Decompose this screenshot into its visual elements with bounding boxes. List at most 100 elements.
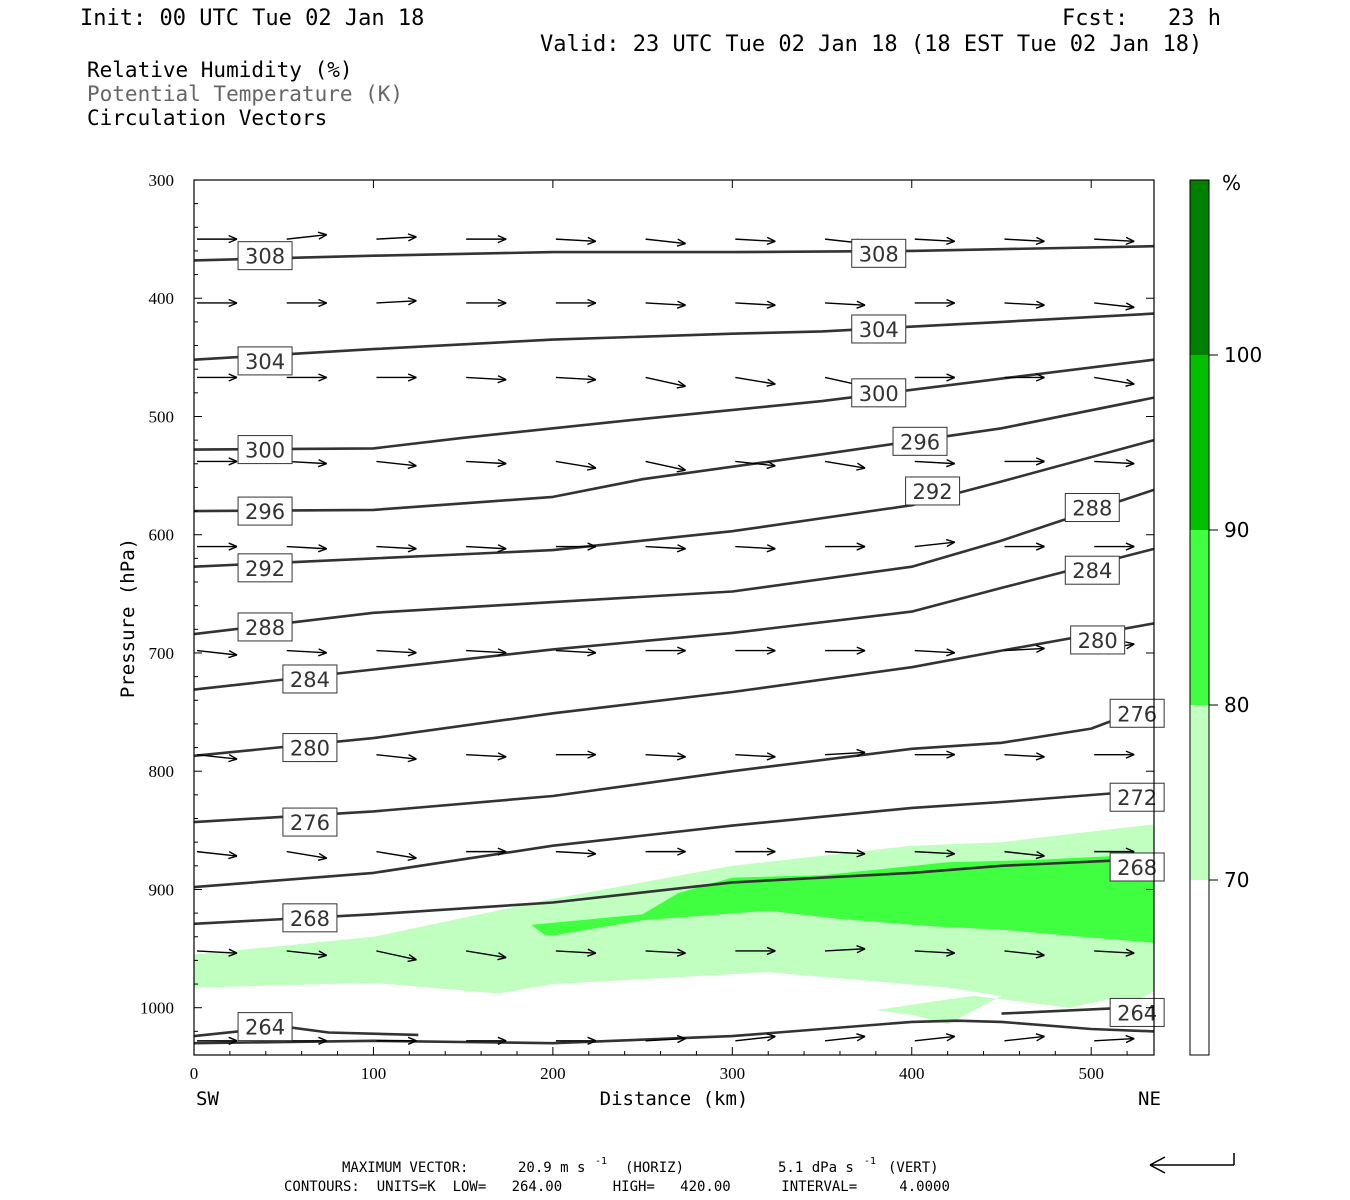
- max-vector-label: MAXIMUM VECTOR:: [342, 1160, 468, 1176]
- theta-contour-264: [194, 1019, 1154, 1045]
- circulation-vector: [1094, 1034, 1135, 1044]
- circulation-vector: [376, 460, 417, 470]
- circulation-vector: [286, 544, 328, 553]
- theta-contour-276: [194, 703, 1154, 824]
- circulation-vector: [197, 298, 238, 308]
- theta-contour-308: [194, 244, 1154, 262]
- circulation-vector: [645, 847, 686, 856]
- circulation-vector: [645, 1034, 686, 1044]
- circulation-vector: [286, 648, 328, 657]
- circulation-vector: [376, 233, 417, 242]
- circulation-vector: [286, 1036, 327, 1045]
- circulation-vector: [645, 948, 686, 957]
- circulation-vector: [466, 375, 507, 384]
- circulation-vector: [466, 298, 507, 308]
- theta-label-304: 304: [851, 314, 907, 344]
- theta-label-308: 308: [237, 241, 293, 271]
- circulation-vector: [197, 373, 238, 382]
- theta-label-text: 292: [245, 557, 285, 581]
- circulation-vector: [376, 544, 417, 553]
- theta-label-288: 288: [237, 612, 293, 642]
- circulation-vector: [914, 1033, 956, 1042]
- colorbar-label-70: 70: [1224, 868, 1249, 892]
- theta-label-292: 292: [905, 476, 961, 506]
- circulation-vector: [286, 298, 327, 308]
- theta-label-text: 288: [245, 616, 285, 640]
- theta-contour-300: [194, 358, 1154, 451]
- y-tick-label: 600: [149, 526, 175, 545]
- circulation-vector: [1004, 236, 1045, 246]
- theta-label-276: 276: [1109, 698, 1165, 728]
- circulation-vector: [1004, 850, 1045, 860]
- circulation-vector: [196, 948, 238, 957]
- circulation-vector: [1004, 644, 1045, 653]
- circulation-vector: [197, 1036, 238, 1045]
- theta-label-text: 284: [1072, 559, 1112, 583]
- contours-info: CONTOURS: UNITS=K LOW= 264.00 HIGH= 420.…: [284, 1179, 950, 1195]
- theta-label-text: 280: [290, 737, 330, 761]
- theta-label-288: 288: [1064, 493, 1120, 523]
- theta-label-268: 268: [282, 903, 338, 933]
- y-tick-label: 700: [149, 644, 175, 663]
- circulation-vector: [376, 1036, 417, 1045]
- circulation-vector: [1094, 236, 1135, 246]
- theta-label-300: 300: [851, 378, 907, 408]
- theta-label-300: 300: [237, 435, 293, 465]
- circulation-vector: [1004, 542, 1045, 551]
- circulation-vector: [914, 298, 956, 308]
- field-rh-label: Relative Humidity (%): [87, 58, 353, 82]
- circulation-vector: [914, 373, 956, 382]
- circulation-vector: [555, 375, 597, 384]
- humidity-shading: [194, 824, 1154, 1025]
- circulation-vector: [376, 648, 417, 657]
- circulation-vector: [1004, 300, 1045, 309]
- circulation-vector: [555, 750, 597, 759]
- circulation-vector: [376, 950, 417, 963]
- axis-ticks: 0 100 200 300 400 500 300 400 500 600 700 800 900 100…: [140, 171, 1154, 1083]
- circulation-vector: [735, 236, 776, 246]
- x-tick-label: 500: [1078, 1064, 1104, 1083]
- init-time-text: Init: 00 UTC Tue 02 Jan 18: [80, 6, 424, 31]
- circulation-vector: [196, 850, 238, 860]
- colorbar-label-80: 80: [1224, 693, 1249, 717]
- theta-contour-272: [194, 788, 1154, 889]
- theta-label-292: 292: [237, 553, 293, 583]
- circulation-vector: [286, 950, 328, 959]
- circulation-vector: [555, 460, 597, 471]
- y-tick-label: 300: [149, 171, 175, 190]
- theta-label-264: 264: [1109, 997, 1165, 1027]
- circulation-vector: [1094, 302, 1135, 311]
- circulation-vector: [824, 300, 866, 309]
- circulation-vector: [197, 542, 238, 551]
- theta-label-text: 292: [913, 480, 953, 504]
- max-vector-horiz-tag: (HORIZ): [625, 1160, 684, 1176]
- theta-label-text: 284: [290, 668, 330, 692]
- y-tick-label: 800: [149, 762, 175, 781]
- circulation-vector: [645, 544, 686, 553]
- circulation-vector: [1004, 1033, 1045, 1042]
- circulation-vector: [1094, 948, 1135, 957]
- x-tick-label: 0: [190, 1064, 199, 1083]
- x-tick-label: 200: [540, 1064, 566, 1083]
- circulation-vector: [645, 238, 686, 247]
- circulation-vector: [1094, 459, 1135, 468]
- theta-contour-292: [194, 438, 1154, 568]
- circulation-vector: [197, 457, 238, 466]
- theta-label-text: 300: [859, 382, 899, 406]
- circulation-vector: [824, 748, 866, 758]
- valid-time-text: Valid: 23 UTC Tue 02 Jan 18 (18 EST Tue …: [540, 32, 1202, 57]
- y-tick-label: 500: [149, 407, 175, 426]
- circulation-vector: [914, 538, 956, 548]
- theta-contour-284: [194, 547, 1154, 691]
- circulation-vector: [286, 850, 328, 862]
- circulation-vector: [1004, 950, 1045, 959]
- max-vector-horiz: 20.9 m s: [518, 1160, 585, 1176]
- circulation-vector: [555, 298, 597, 308]
- y-tick-label: 1000: [140, 999, 174, 1018]
- max-vector-horiz-exponent: -1: [595, 1156, 607, 1167]
- circulation-vector: [555, 648, 597, 657]
- theta-label-276: 276: [282, 807, 338, 837]
- theta-label-280: 280: [1070, 625, 1126, 655]
- circulation-vector: [914, 849, 956, 858]
